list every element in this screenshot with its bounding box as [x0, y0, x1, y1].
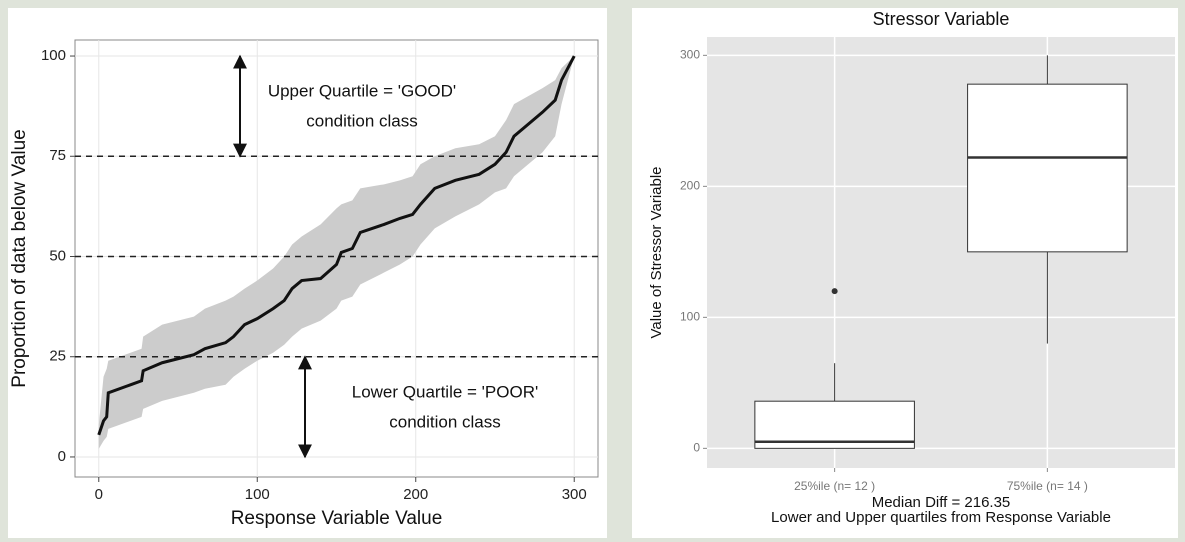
y-axis-label: Value of Stressor Variable — [648, 166, 665, 338]
x-tick-label: 25%ile (n= 12 ) — [794, 479, 875, 493]
x-tick-label: 75%ile (n= 14 ) — [1007, 479, 1088, 493]
x-tick-label: 100 — [245, 486, 270, 503]
y-tick-label: 50 — [49, 247, 66, 264]
outlier — [831, 288, 838, 295]
annotation-text: condition class — [306, 112, 418, 131]
x-axis-label: Response Variable Value — [231, 508, 443, 529]
y-tick-label: 75 — [49, 147, 66, 164]
annotation-text: Lower Quartile = 'POOR' — [352, 382, 538, 401]
y-tick-label: 0 — [693, 441, 700, 455]
y-tick-label: 0 — [58, 448, 66, 465]
y-axis-label: Proportion of data below Value — [9, 129, 30, 387]
box — [967, 83, 1128, 253]
box — [754, 400, 915, 449]
x-tick-label: 300 — [562, 486, 587, 503]
y-tick-label: 100 — [41, 47, 66, 64]
line — [97, 55, 576, 436]
y-tick-label: 200 — [680, 179, 700, 193]
confidence-band — [98, 56, 575, 449]
x-tick-label: 200 — [403, 486, 428, 503]
y-tick-label: 300 — [680, 48, 700, 62]
x-axis-label: Median Diff = 216.35 — [872, 494, 1011, 511]
x-axis-label: Lower and Upper quartiles from Response … — [771, 509, 1111, 526]
annotation-text: condition class — [389, 412, 501, 431]
x-tick-label: 0 — [95, 486, 103, 503]
y-tick-label: 25 — [49, 348, 66, 365]
chart-title: Stressor Variable — [873, 9, 1010, 29]
annotation-text: Upper Quartile = 'GOOD' — [268, 82, 456, 101]
plot-border — [74, 39, 599, 478]
y-tick-label: 100 — [680, 310, 700, 324]
